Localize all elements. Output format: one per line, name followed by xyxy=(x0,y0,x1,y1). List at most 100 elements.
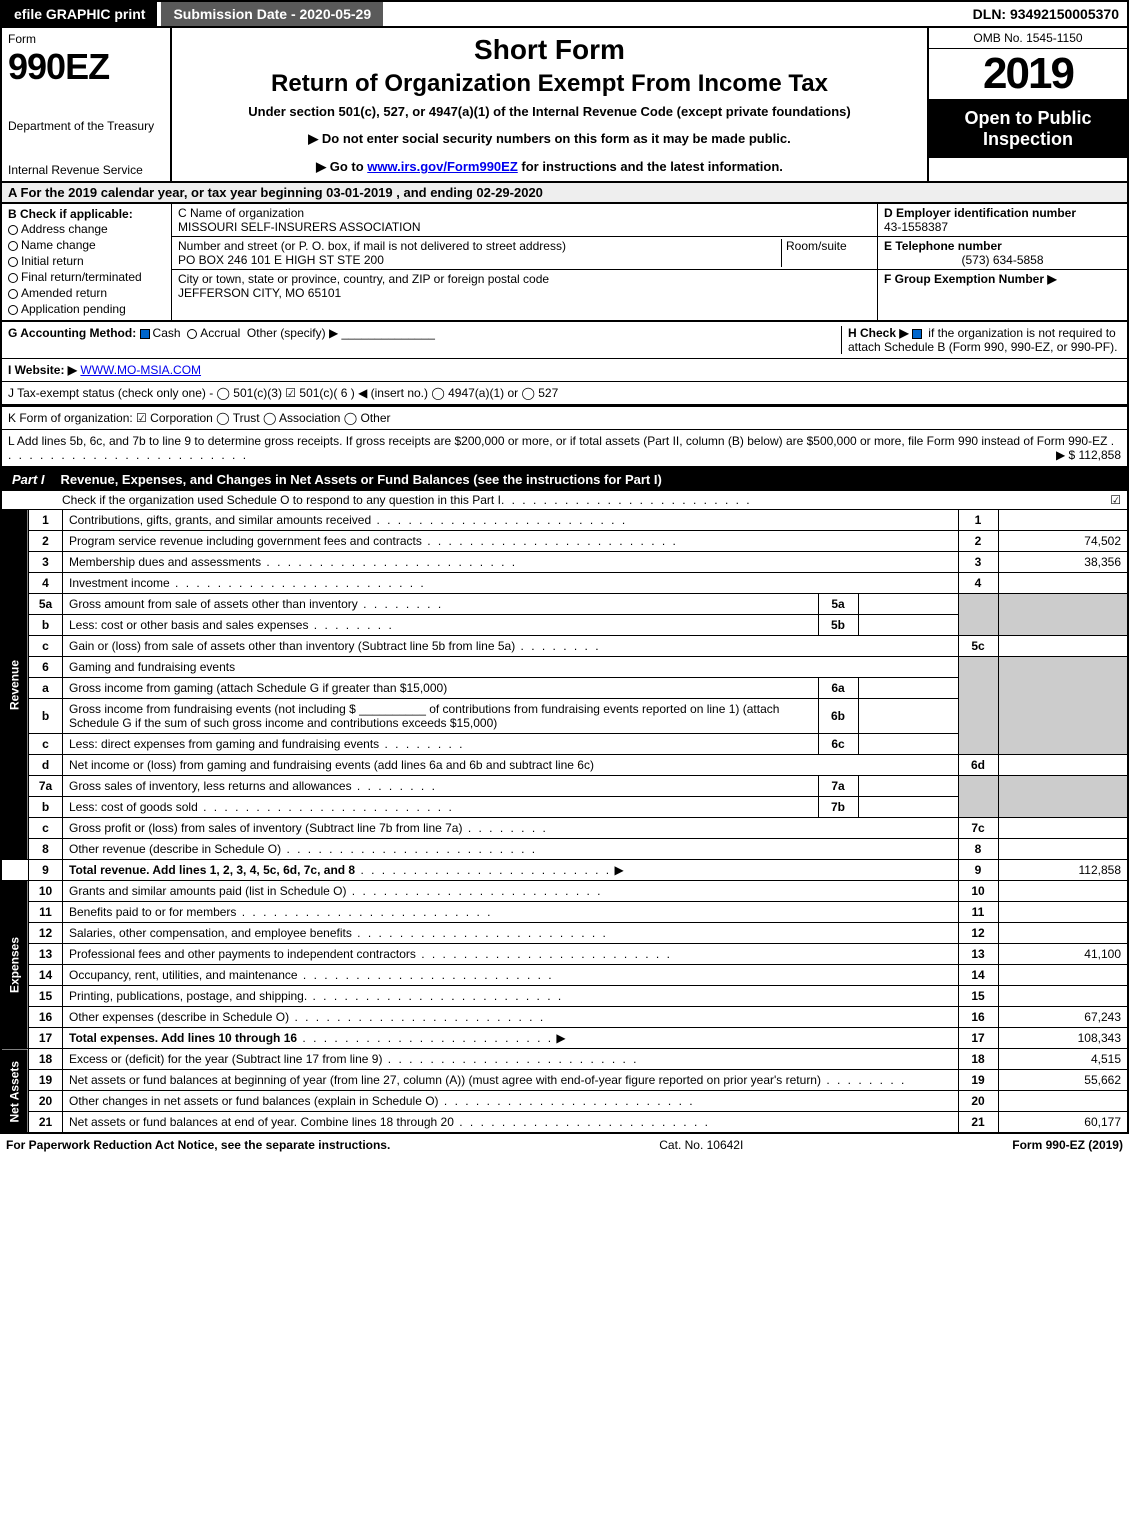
l3-val: 38,356 xyxy=(998,552,1128,573)
g-other: Other (specify) ▶ xyxy=(247,326,338,340)
footer-left: For Paperwork Reduction Act Notice, see … xyxy=(6,1138,390,1152)
h-label: H Check ▶ xyxy=(848,326,909,340)
l19-val: 55,662 xyxy=(998,1070,1128,1091)
c-city: JEFFERSON CITY, MO 65101 xyxy=(178,286,549,300)
l5a-desc: Gross amount from sale of assets other t… xyxy=(69,597,358,611)
part-i-label: Part I xyxy=(2,468,55,491)
l1-rnum: 1 xyxy=(958,510,998,531)
row-i-website: I Website: ▶ WWW.MO-MSIA.COM xyxy=(0,359,1129,382)
l5b-num: b xyxy=(29,615,63,636)
l20-desc: Other changes in net assets or fund bala… xyxy=(69,1094,439,1108)
column-b-checkboxes: B Check if applicable: Address change Na… xyxy=(2,204,172,320)
l9-val: 112,858 xyxy=(998,860,1128,881)
l21-num: 21 xyxy=(29,1112,63,1134)
d-ein-val: 43-1558387 xyxy=(884,220,1121,234)
col-b-head: B Check if applicable: xyxy=(8,207,133,221)
part-i-check[interactable]: ☑ xyxy=(1110,493,1121,507)
l2-rnum: 2 xyxy=(958,531,998,552)
l3-rnum: 3 xyxy=(958,552,998,573)
title-main: Return of Organization Exempt From Incom… xyxy=(182,70,917,98)
c-room-label: Room/suite xyxy=(781,239,871,267)
column-c-org: C Name of organization MISSOURI SELF-INS… xyxy=(172,204,877,320)
l21-desc: Net assets or fund balances at end of ye… xyxy=(69,1115,454,1129)
l12-val xyxy=(998,923,1128,944)
l21-val: 60,177 xyxy=(998,1112,1128,1134)
part-i-sub: Check if the organization used Schedule … xyxy=(0,491,1129,509)
l5c-desc: Gain or (loss) from sale of assets other… xyxy=(69,639,515,653)
l6b-num: b xyxy=(29,699,63,734)
l12-rnum: 12 xyxy=(958,923,998,944)
l6d-desc: Net income or (loss) from gaming and fun… xyxy=(63,755,959,776)
row-a-tax-year: A For the 2019 calendar year, or tax yea… xyxy=(0,183,1129,204)
l2-desc: Program service revenue including govern… xyxy=(69,534,422,548)
irs-link[interactable]: www.irs.gov/Form990EZ xyxy=(367,159,518,174)
opt-initial-return[interactable]: Initial return xyxy=(8,253,165,269)
e-phone-label: E Telephone number xyxy=(884,239,1002,253)
header-center: Short Form Return of Organization Exempt… xyxy=(172,28,927,181)
l11-num: 11 xyxy=(29,902,63,923)
e-phone-val: (573) 634-5858 xyxy=(884,253,1121,267)
l7b-sn: 7b xyxy=(818,797,858,818)
l11-val xyxy=(998,902,1128,923)
goto-line: ▶ Go to www.irs.gov/Form990EZ for instru… xyxy=(182,159,917,175)
part-i-subtext: Check if the organization used Schedule … xyxy=(62,493,501,507)
l17-num: 17 xyxy=(29,1028,63,1049)
footer-formref: Form 990-EZ (2019) xyxy=(1012,1138,1123,1152)
l6c-num: c xyxy=(29,734,63,755)
l5a-sv xyxy=(858,594,958,615)
l18-rnum: 18 xyxy=(958,1049,998,1070)
l5a-sn: 5a xyxy=(818,594,858,615)
part-i-header: Part I Revenue, Expenses, and Changes in… xyxy=(0,468,1129,491)
l19-num: 19 xyxy=(29,1070,63,1091)
l6b-sv xyxy=(858,699,958,734)
l4-rnum: 4 xyxy=(958,573,998,594)
title-short-form: Short Form xyxy=(182,34,917,66)
l13-num: 13 xyxy=(29,944,63,965)
form-header: Form 990EZ Department of the Treasury In… xyxy=(0,28,1129,183)
l3-num: 3 xyxy=(29,552,63,573)
l14-num: 14 xyxy=(29,965,63,986)
l7b-num: b xyxy=(29,797,63,818)
footer-catno: Cat. No. 10642I xyxy=(659,1138,743,1152)
header-left: Form 990EZ Department of the Treasury In… xyxy=(2,28,172,181)
submission-date: Submission Date - 2020-05-29 xyxy=(161,2,383,26)
g-cash: Cash xyxy=(153,326,181,340)
g-accrual-check[interactable] xyxy=(187,329,197,339)
opt-address-change[interactable]: Address change xyxy=(8,221,165,237)
l16-val: 67,243 xyxy=(998,1007,1128,1028)
l10-rnum: 10 xyxy=(958,881,998,902)
g-cash-check[interactable] xyxy=(140,329,150,339)
l8-rnum: 8 xyxy=(958,839,998,860)
l17-desc: Total expenses. Add lines 10 through 16 xyxy=(69,1031,297,1045)
l6a-sn: 6a xyxy=(818,678,858,699)
efile-print-button[interactable]: efile GRAPHIC print xyxy=(2,2,157,26)
opt-amended-return[interactable]: Amended return xyxy=(8,285,165,301)
l5c-val xyxy=(998,636,1128,657)
l15-desc: Printing, publications, postage, and shi… xyxy=(69,989,307,1003)
l13-rnum: 13 xyxy=(958,944,998,965)
dept-irs: Internal Revenue Service xyxy=(8,163,164,177)
g-label: G Accounting Method: xyxy=(8,326,136,340)
subtitle-section: Under section 501(c), 527, or 4947(a)(1)… xyxy=(182,104,917,119)
opt-final-return[interactable]: Final return/terminated xyxy=(8,269,165,285)
l20-num: 20 xyxy=(29,1091,63,1112)
row-l-text: L Add lines 5b, 6c, and 7b to line 9 to … xyxy=(8,434,1107,448)
l7a-desc: Gross sales of inventory, less returns a… xyxy=(69,779,352,793)
opt-name-change[interactable]: Name change xyxy=(8,237,165,253)
open-to-public: Open to Public Inspection xyxy=(929,100,1127,158)
row-l-amount: ▶ $ 112,858 xyxy=(1056,448,1121,462)
l16-rnum: 16 xyxy=(958,1007,998,1028)
l13-desc: Professional fees and other payments to … xyxy=(69,947,416,961)
opt-application-pending[interactable]: Application pending xyxy=(8,301,165,317)
l9-rnum: 9 xyxy=(958,860,998,881)
l7a-sv xyxy=(858,776,958,797)
l5b-desc: Less: cost or other basis and sales expe… xyxy=(69,618,308,632)
i-website-link[interactable]: WWW.MO-MSIA.COM xyxy=(80,363,201,377)
h-check[interactable] xyxy=(912,329,922,339)
tax-year: 2019 xyxy=(929,49,1127,100)
row-k-org-type: K Form of organization: ☑ Corporation ◯ … xyxy=(0,405,1129,430)
l4-val xyxy=(998,573,1128,594)
info-grid: B Check if applicable: Address change Na… xyxy=(0,204,1129,322)
l19-desc: Net assets or fund balances at beginning… xyxy=(69,1073,821,1087)
dept-treasury: Department of the Treasury xyxy=(8,119,164,133)
